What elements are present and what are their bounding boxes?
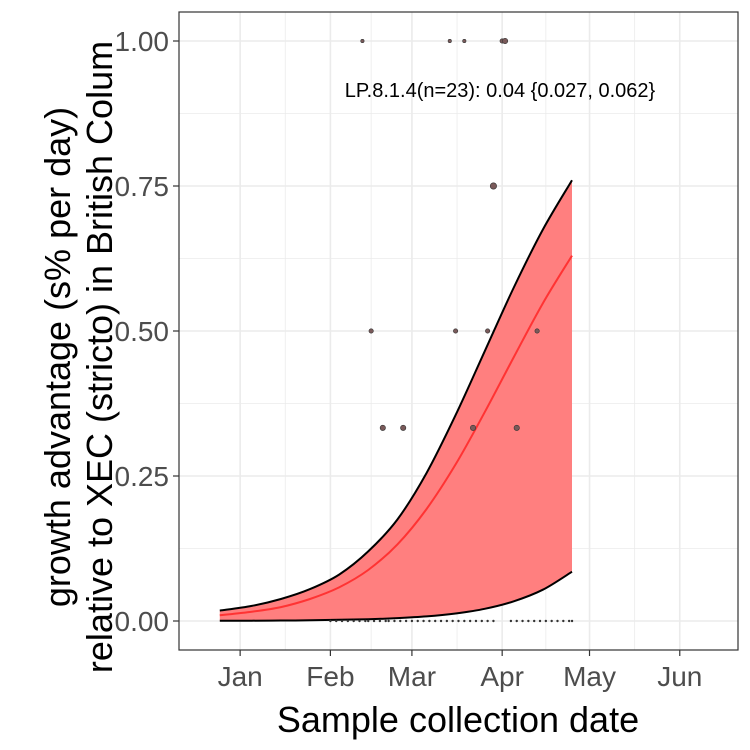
zero-data-point (451, 619, 454, 623)
confidence-ribbon-layer (219, 179, 573, 622)
zero-data-point (515, 619, 518, 623)
zero-data-point (416, 619, 419, 623)
lower-ci-line (219, 570, 573, 622)
x-tick-label: Feb (306, 661, 354, 692)
zero-data-point (480, 619, 483, 623)
data-point (470, 424, 477, 431)
data-point (400, 424, 407, 431)
x-tick-label: Apr (480, 661, 524, 692)
y-axis-title: growth advantage (s% per day) relative t… (37, 41, 120, 673)
confidence-ribbon (219, 180, 573, 621)
y-tick-label: 0.00 (115, 606, 170, 637)
data-point (485, 328, 491, 334)
zero-data-point (492, 619, 495, 623)
zero-data-point (340, 619, 344, 623)
x-axis-title: Sample collection date (277, 699, 639, 740)
y-tick-label: 1.00 (115, 26, 170, 57)
zero-data-point (439, 619, 443, 623)
data-points-layer (329, 37, 574, 623)
zero-data-point (410, 619, 414, 623)
y-axis-title-line-2: relative to XEC (stricto) in British Col… (79, 41, 120, 673)
zero-data-point (393, 619, 396, 623)
zero-data-point (474, 619, 478, 623)
zero-data-point (544, 619, 548, 623)
zero-data-point (384, 619, 387, 623)
zero-data-point (532, 619, 536, 623)
zero-data-point (372, 619, 376, 623)
zero-data-point (567, 619, 571, 623)
zero-data-point (463, 619, 466, 623)
upper-ci-line (219, 179, 573, 612)
zero-data-point (352, 619, 355, 623)
zero-data-point (378, 619, 382, 623)
zero-data-point (364, 619, 367, 623)
zero-data-point (358, 619, 361, 623)
data-point (360, 38, 365, 43)
data-point (447, 38, 452, 43)
x-tick-label: May (563, 661, 616, 692)
zero-data-point (570, 619, 574, 623)
x-tick-label: Jun (657, 661, 702, 692)
zero-data-point (550, 619, 553, 623)
data-point (379, 424, 386, 431)
zero-data-point (434, 619, 437, 623)
zero-data-point (486, 619, 489, 623)
fit-annotation: LP.8.1.4(n=23): 0.04 {0.027, 0.062} (345, 80, 656, 102)
zero-data-point (521, 619, 524, 623)
zero-data-point (538, 619, 542, 623)
zero-data-point (509, 619, 513, 623)
fitted-growth-line (219, 255, 573, 617)
zero-data-point (399, 619, 402, 623)
zero-data-point (346, 619, 350, 623)
data-point (462, 38, 467, 43)
data-point (489, 182, 497, 190)
y-tick-label: 0.50 (115, 316, 170, 347)
zero-data-point (329, 619, 332, 623)
zero-data-point (527, 619, 530, 623)
axis-ticks: 0.00 0.25 0.50 0.75 1.00 Jan Feb Mar Apr May Jun (115, 26, 703, 692)
y-tick-label: 0.75 (115, 171, 170, 202)
zero-data-point (335, 619, 338, 623)
zero-data-point (387, 619, 390, 623)
zero-data-point (422, 619, 425, 623)
zero-data-point (445, 619, 449, 623)
zero-data-point (468, 619, 472, 623)
data-point (368, 328, 374, 334)
zero-data-point (367, 619, 370, 623)
zero-data-point (457, 619, 460, 623)
zero-data-point (556, 619, 559, 623)
data-point (453, 328, 459, 334)
x-tick-label: Jan (218, 661, 263, 692)
data-point (502, 37, 509, 44)
zero-data-point (428, 619, 431, 623)
zero-data-point (562, 619, 565, 623)
data-point (513, 424, 520, 431)
x-tick-label: Mar (388, 661, 436, 692)
data-point (534, 328, 540, 334)
y-tick-label: 0.25 (115, 461, 170, 492)
zero-data-point (404, 619, 408, 623)
y-axis-title-line-1: growth advantage (s% per day) (37, 107, 78, 607)
